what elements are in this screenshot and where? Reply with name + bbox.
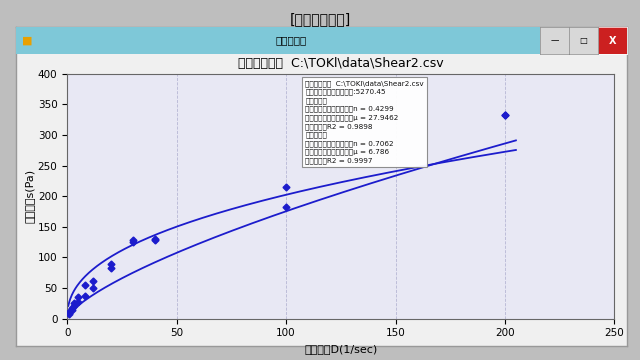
Text: ■: ■ bbox=[22, 36, 32, 46]
Text: —: — bbox=[550, 36, 559, 45]
Y-axis label: ずり応力s(Pa): ずり応力s(Pa) bbox=[25, 169, 35, 223]
Title: ファイル名：  C:\TOKl\data\Shear2.csv: ファイル名： C:\TOKl\data\Shear2.csv bbox=[238, 57, 444, 70]
X-axis label: ずり速度D(1/sec): ずり速度D(1/sec) bbox=[304, 344, 378, 354]
Text: ファイル名：  C:\TOKl\data\Shear2.csv
ヒステリシスループ面積:5270.45
【アップ】
非ニュートン粘性指数：n = 0.4299
: ファイル名： C:\TOKl\data\Shear2.csv ヒステリシスループ… bbox=[305, 80, 424, 164]
Text: 再生グラフ: 再生グラフ bbox=[275, 36, 307, 46]
Text: □: □ bbox=[580, 36, 588, 45]
Text: [文件播放画面]: [文件播放画面] bbox=[289, 13, 351, 27]
Text: X: X bbox=[609, 36, 616, 46]
